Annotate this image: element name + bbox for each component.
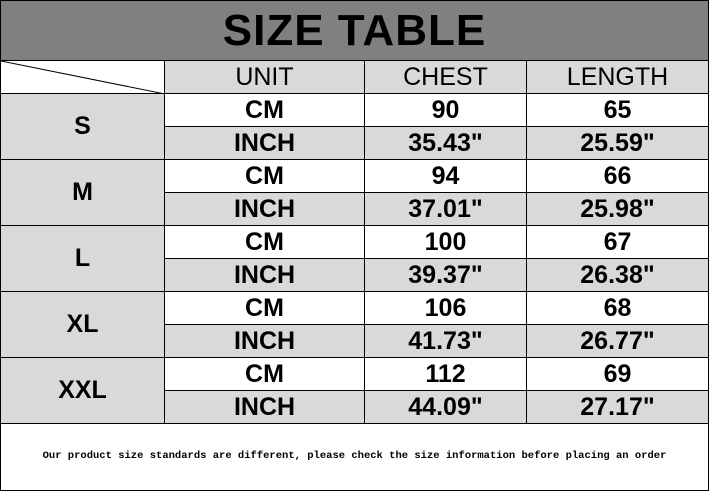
unit-cell: INCH [165,391,365,424]
unit-cell: CM [165,160,365,193]
chest-cell: 100 [365,226,527,259]
unit-cell: CM [165,94,365,127]
size-label: L [1,226,165,292]
chest-cell: 39.37" [365,259,527,292]
chest-cell: 106 [365,292,527,325]
unit-cell: INCH [165,127,365,160]
length-cell: 26.77" [527,325,708,358]
unit-cell: INCH [165,259,365,292]
diagonal-corner-cell [1,61,165,94]
chest-cell: 112 [365,358,527,391]
table-title: SIZE TABLE [1,1,708,61]
unit-cell: CM [165,292,365,325]
length-cell: 25.98" [527,193,708,226]
length-cell: 65 [527,94,708,127]
unit-cell: CM [165,358,365,391]
unit-cell: INCH [165,325,365,358]
chest-cell: 94 [365,160,527,193]
length-cell: 67 [527,226,708,259]
header-chest: CHEST [365,61,527,94]
unit-cell: INCH [165,193,365,226]
length-cell: 66 [527,160,708,193]
length-cell: 68 [527,292,708,325]
length-cell: 27.17" [527,391,708,424]
size-label: XXL [1,358,165,424]
size-label: M [1,160,165,226]
header-unit: UNIT [165,61,365,94]
footer-note: Our product size standards are different… [42,450,667,462]
unit-cell: CM [165,226,365,259]
size-label: XL [1,292,165,358]
length-cell: 25.59" [527,127,708,160]
chest-cell: 35.43" [365,127,527,160]
chest-cell: 37.01" [365,193,527,226]
length-cell: 69 [527,358,708,391]
chest-cell: 90 [365,94,527,127]
size-table: UNIT CHEST LENGTH S CM 90 65 INCH 35.43" 25.59… [1,61,708,424]
length-cell: 26.38" [527,259,708,292]
header-length: LENGTH [527,61,708,94]
size-label: S [1,94,165,160]
chest-cell: 41.73" [365,325,527,358]
chest-cell: 44.09" [365,391,527,424]
